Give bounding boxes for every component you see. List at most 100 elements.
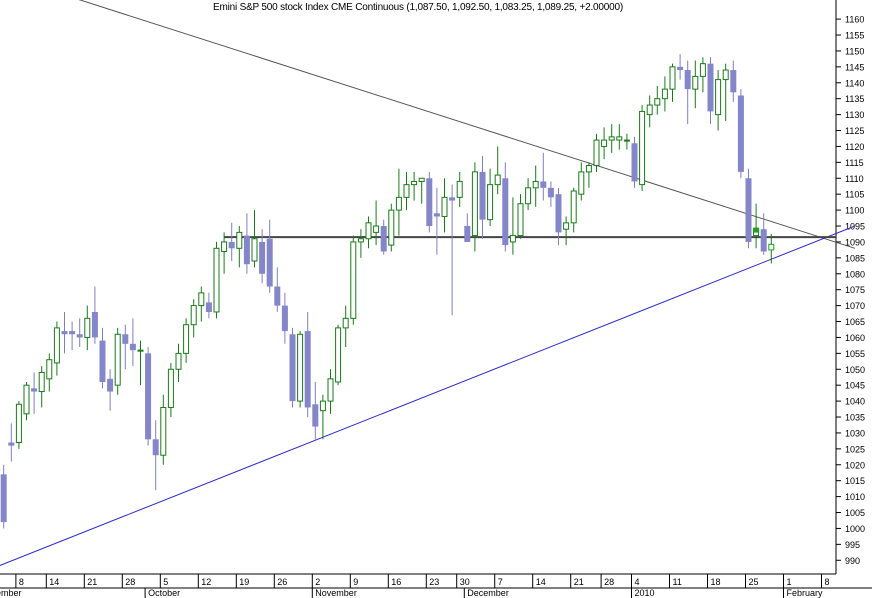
candle-body-up — [418, 177, 425, 182]
candle-body-down — [266, 238, 273, 287]
candle-body-up — [525, 187, 532, 205]
candle-body-down — [289, 334, 296, 402]
month-label: October — [148, 588, 180, 598]
candle-body-up — [517, 203, 524, 237]
candle-body-up — [768, 243, 775, 251]
candle-body-down — [107, 378, 114, 392]
candle-body-down — [61, 331, 68, 335]
support-trendline — [0, 225, 856, 566]
candle-body-down — [730, 70, 737, 93]
candle-body-down — [31, 388, 38, 392]
candle-body-up — [350, 241, 357, 319]
candle-body-up — [175, 352, 182, 370]
candle-body-down — [122, 334, 129, 344]
y-tick-label: 1150 — [845, 46, 864, 56]
month-label: 2010 — [635, 588, 655, 598]
candle-body-up — [661, 88, 668, 100]
candle-body-down — [152, 439, 159, 456]
x-tick-label: 21 — [87, 577, 97, 587]
y-tick-label: 1115 — [845, 158, 864, 168]
candle-body-up — [494, 174, 501, 186]
y-tick-label: 1110 — [845, 174, 864, 184]
candle-body-up — [692, 75, 699, 90]
y-tick-label: 1095 — [845, 222, 865, 232]
candle-body-up — [319, 400, 326, 412]
y-tick-label: 1015 — [845, 476, 865, 486]
candle-body-down — [760, 229, 767, 252]
y-tick-label: 1055 — [845, 349, 865, 359]
candle-body-up — [183, 324, 190, 354]
candle-body-down — [205, 302, 212, 312]
candle-body-up — [388, 209, 395, 246]
x-tick-label: 28 — [604, 577, 614, 587]
candle-body-up — [403, 184, 410, 198]
candle-body-down — [259, 241, 266, 274]
x-tick-label: 11 — [673, 577, 682, 587]
candle-body-up — [213, 247, 220, 313]
x-tick-label: 30 — [460, 577, 470, 587]
candle-body-down — [547, 187, 554, 198]
candle-body-up — [357, 238, 364, 243]
candle-body-up — [342, 317, 349, 329]
y-tick-label: 1075 — [845, 285, 865, 295]
candle-body-down — [145, 353, 152, 440]
x-tick-label: 21 — [574, 577, 584, 587]
candle-body-up — [585, 165, 592, 173]
candle-body-up — [373, 225, 380, 233]
candle-body-up — [137, 349, 144, 352]
candle-body-down — [99, 340, 106, 382]
y-tick-label: 1020 — [845, 460, 865, 470]
candle-body-down — [433, 213, 440, 217]
x-tick-label: 8 — [19, 577, 24, 587]
y-tick-label: 1155 — [845, 31, 864, 41]
y-tick-label: 1010 — [845, 492, 865, 502]
candle-body-up — [563, 222, 570, 230]
x-tick-label: 28 — [125, 577, 135, 587]
y-tick-label: 1120 — [845, 142, 864, 152]
y-tick-label: 1080 — [845, 269, 865, 279]
x-tick-label: 14 — [49, 577, 59, 587]
candle-body-up — [15, 403, 22, 443]
y-tick-label: 1130 — [845, 110, 864, 120]
candle-body-down — [426, 178, 433, 227]
candle-body-down — [129, 343, 136, 351]
candle-body-up — [570, 190, 577, 224]
candle-body-up — [221, 241, 228, 252]
x-tick-label: 26 — [277, 577, 287, 587]
candle-body-down — [677, 66, 684, 71]
month-label: December — [467, 588, 509, 598]
candle-body-down — [304, 331, 311, 408]
x-tick-label: 19 — [239, 577, 249, 587]
y-tick-label: 1070 — [845, 301, 865, 311]
candle-body-down — [745, 178, 752, 242]
candle-body-up — [601, 139, 608, 147]
x-tick-label: 12 — [201, 577, 211, 587]
y-tick-label: 1065 — [845, 317, 865, 327]
candle-body-up — [84, 317, 91, 338]
y-tick-label: 1030 — [845, 428, 865, 438]
candle-body-up — [441, 196, 448, 217]
candle-body-up — [160, 406, 167, 456]
candle-body-up — [456, 180, 463, 198]
candle-body-down — [91, 311, 98, 338]
y-tick-label: 1040 — [845, 397, 865, 407]
candle-body-up — [669, 66, 676, 90]
candle-body-up — [608, 136, 615, 141]
month-label: ember — [0, 588, 22, 598]
candle-body-down — [228, 241, 235, 249]
candle-body-down — [449, 197, 456, 201]
x-tick-label: 18 — [711, 577, 721, 587]
y-tick-label: 1000 — [845, 524, 865, 534]
candle-body-down — [684, 70, 691, 90]
candle-body-down — [479, 171, 486, 220]
candle-body-up — [699, 63, 706, 77]
y-tick-label: 1005 — [845, 508, 865, 518]
candle-body-up — [251, 238, 258, 262]
x-tick-label: 5 — [163, 577, 168, 587]
candle-body-up — [623, 139, 630, 142]
price-marker — [753, 227, 760, 233]
candle-body-down — [69, 331, 76, 335]
candle-body-up — [411, 180, 418, 186]
